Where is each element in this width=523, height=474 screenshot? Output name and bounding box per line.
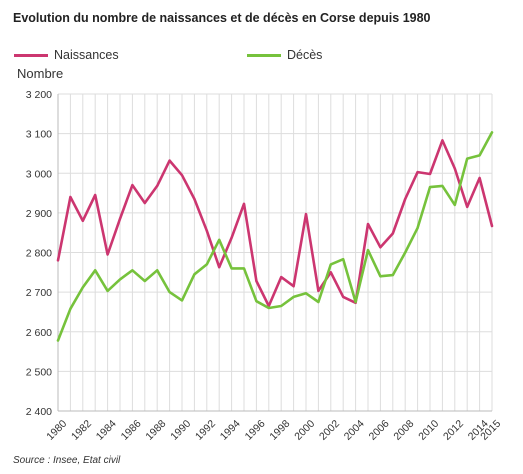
y-tick-label: 2 600 [26, 327, 52, 339]
x-tick-label: 1986 [119, 418, 144, 443]
legend-swatch-deces [247, 53, 281, 57]
x-tick-label: 1996 [243, 418, 268, 443]
x-tick-label: 2010 [416, 418, 441, 443]
x-tick-label: 1990 [168, 418, 193, 443]
legend-item-naissances[interactable]: Naissances [14, 46, 119, 64]
chart-title: Evolution du nombre de naissances et de … [13, 11, 431, 25]
x-tick-label: 2012 [441, 418, 466, 443]
y-tick-label: 3 000 [26, 168, 52, 180]
x-tick-label: 1998 [267, 418, 292, 443]
x-tick-label: 1984 [94, 418, 119, 443]
legend-item-deces[interactable]: Décès [247, 46, 322, 64]
y-tick-label: 2 800 [26, 248, 52, 260]
x-tick-label: 1992 [193, 418, 218, 443]
x-tick-label: 2000 [292, 418, 317, 443]
y-tick-label: 2 900 [26, 208, 52, 220]
grid-lines [58, 93, 493, 411]
y-tick-label: 2 400 [26, 406, 52, 418]
y-tick-label: 2 500 [26, 366, 52, 378]
legend-swatch-naissances [14, 53, 48, 57]
x-tick-label: 1982 [69, 418, 94, 443]
x-tick-label: 1994 [218, 418, 243, 443]
x-tick-label: 2006 [367, 418, 392, 443]
axes [57, 94, 492, 412]
x-tick-label: 2004 [342, 418, 367, 443]
x-tick-label: 1980 [44, 418, 69, 443]
legend-label-naissances: Naissances [54, 48, 119, 62]
y-tick-label: 2 700 [26, 287, 52, 299]
series-line-naissances[interactable] [56, 139, 494, 308]
legend: Naissances Décès [0, 46, 523, 64]
x-tick-label: 2002 [317, 418, 342, 443]
source-note: Source : Insee, Etat civil [13, 455, 121, 466]
series-lines [56, 131, 494, 342]
x-tick-labels: 1980 1982 1984 1986 1988 1990 1992 1994 1996 1998… [44, 418, 503, 443]
y-tick-labels: 2 400 2 500 2 600 2 700 2 800 2 900 3 000 3 100… [26, 89, 52, 418]
y-axis-label: Nombre [17, 66, 64, 81]
x-tick-label: 2008 [391, 418, 416, 443]
y-tick-label: 3 200 [26, 89, 52, 101]
x-tick-label: 1988 [143, 418, 168, 443]
y-tick-label: 3 100 [26, 129, 52, 141]
legend-label-deces: Décès [287, 48, 323, 62]
series-line-deces[interactable] [56, 131, 494, 342]
